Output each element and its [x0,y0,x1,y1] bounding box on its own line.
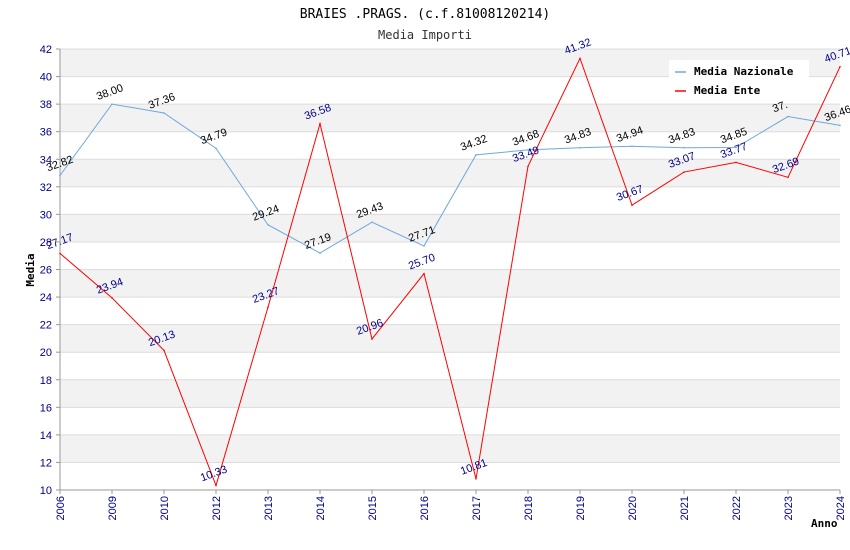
x-tick-label: 2020 [627,496,639,520]
y-tick-label: 20 [40,347,52,359]
x-tick-label: 2022 [731,496,743,520]
data-point [579,57,581,60]
x-tick-label: 2009 [107,496,119,520]
y-axis-label: Media [24,253,37,286]
series-lines [59,57,841,488]
chart-subtitle: Media Importi [378,28,472,42]
x-tick-label: 2014 [315,496,327,520]
x-tick-label: 2018 [523,496,535,520]
x-axis-ticks: 2006 2009 2010 2012 2013 2014 2015 2016 2017 2018… [55,490,847,520]
data-point [631,145,633,148]
data-point [735,146,737,149]
x-tick-label: 2012 [211,496,223,520]
grid-band [60,104,840,132]
y-tick-label: 36 [40,127,52,139]
data-point [371,221,373,224]
data-point [111,297,113,299]
x-tick-label: 2010 [159,496,171,520]
data-point [683,171,685,173]
data-point [59,174,61,177]
y-tick-label: 22 [40,320,52,332]
y-tick-label: 26 [40,265,52,277]
legend-background [669,60,809,100]
data-point [475,154,477,156]
x-tick-label: 2019 [575,496,587,520]
y-tick-label: 42 [40,44,52,56]
data-point [839,65,841,68]
data-point [839,124,841,127]
y-tick-label: 34 [40,154,52,166]
data-point [215,147,217,150]
y-tick-label: 28 [40,237,52,249]
data-point [319,122,321,125]
series-line-ente [59,57,841,488]
grid-bands [60,49,840,463]
y-tick-label: 12 [40,457,52,469]
data-point [163,349,165,352]
data-point [423,272,425,275]
y-tick-label: 14 [40,430,52,442]
y-tick-label: 38 [40,99,52,111]
legend-label-nazionale: Media Nazionale [694,65,794,78]
data-point [319,252,321,254]
grid-band [60,214,840,242]
x-tick-label: 2024 [835,496,847,520]
data-point [111,103,113,105]
data-point [423,245,425,247]
data-point [59,252,61,255]
x-tick-label: 2023 [783,496,795,520]
data-point [631,204,633,206]
y-axis-ticks: 10 12 14 16 18 20 22 24 26 28 30 32 34 36 38 40 42 [40,44,60,497]
data-point [163,112,165,114]
x-tick-label: 2015 [367,496,379,520]
data-label: 34.32 [459,133,489,154]
x-tick-label: 2021 [679,496,691,520]
data-point [579,147,581,149]
legend: Media Nazionale Media Ente [669,60,809,100]
x-tick-label: 2013 [263,496,275,520]
y-tick-label: 18 [40,375,52,387]
chart-title: BRAIES .PRAGS. (c.f.81008120214) [300,7,550,22]
data-point [735,161,737,164]
y-tick-label: 10 [40,485,52,497]
y-tick-label: 32 [40,182,52,194]
grid-band [60,324,840,353]
y-tick-label: 24 [40,292,52,304]
x-axis-label: Anno [811,517,838,530]
data-point [527,165,529,168]
legend-label-ente: Media Ente [694,84,761,97]
x-tick-label: 2006 [55,496,67,520]
grid-band [60,269,840,298]
x-tick-label: 2016 [419,496,431,520]
x-tick-label: 2017 [471,496,483,520]
y-tick-label: 16 [40,402,52,414]
grid-band [60,434,840,463]
data-point [267,306,269,308]
y-tick-label: 30 [40,209,52,221]
data-point [787,115,789,118]
data-point [215,484,217,487]
grid-band [60,379,840,408]
grid-band [60,159,840,187]
y-tick-label: 40 [40,72,52,84]
data-point [371,338,373,340]
data-point [683,147,685,149]
data-point [475,478,477,480]
series-line-nazionale [59,103,841,254]
data-point [527,149,529,151]
data-point [787,176,789,179]
data-label: 37. [771,99,789,116]
data-label: 38.00 [95,82,125,103]
data-point [267,224,269,226]
